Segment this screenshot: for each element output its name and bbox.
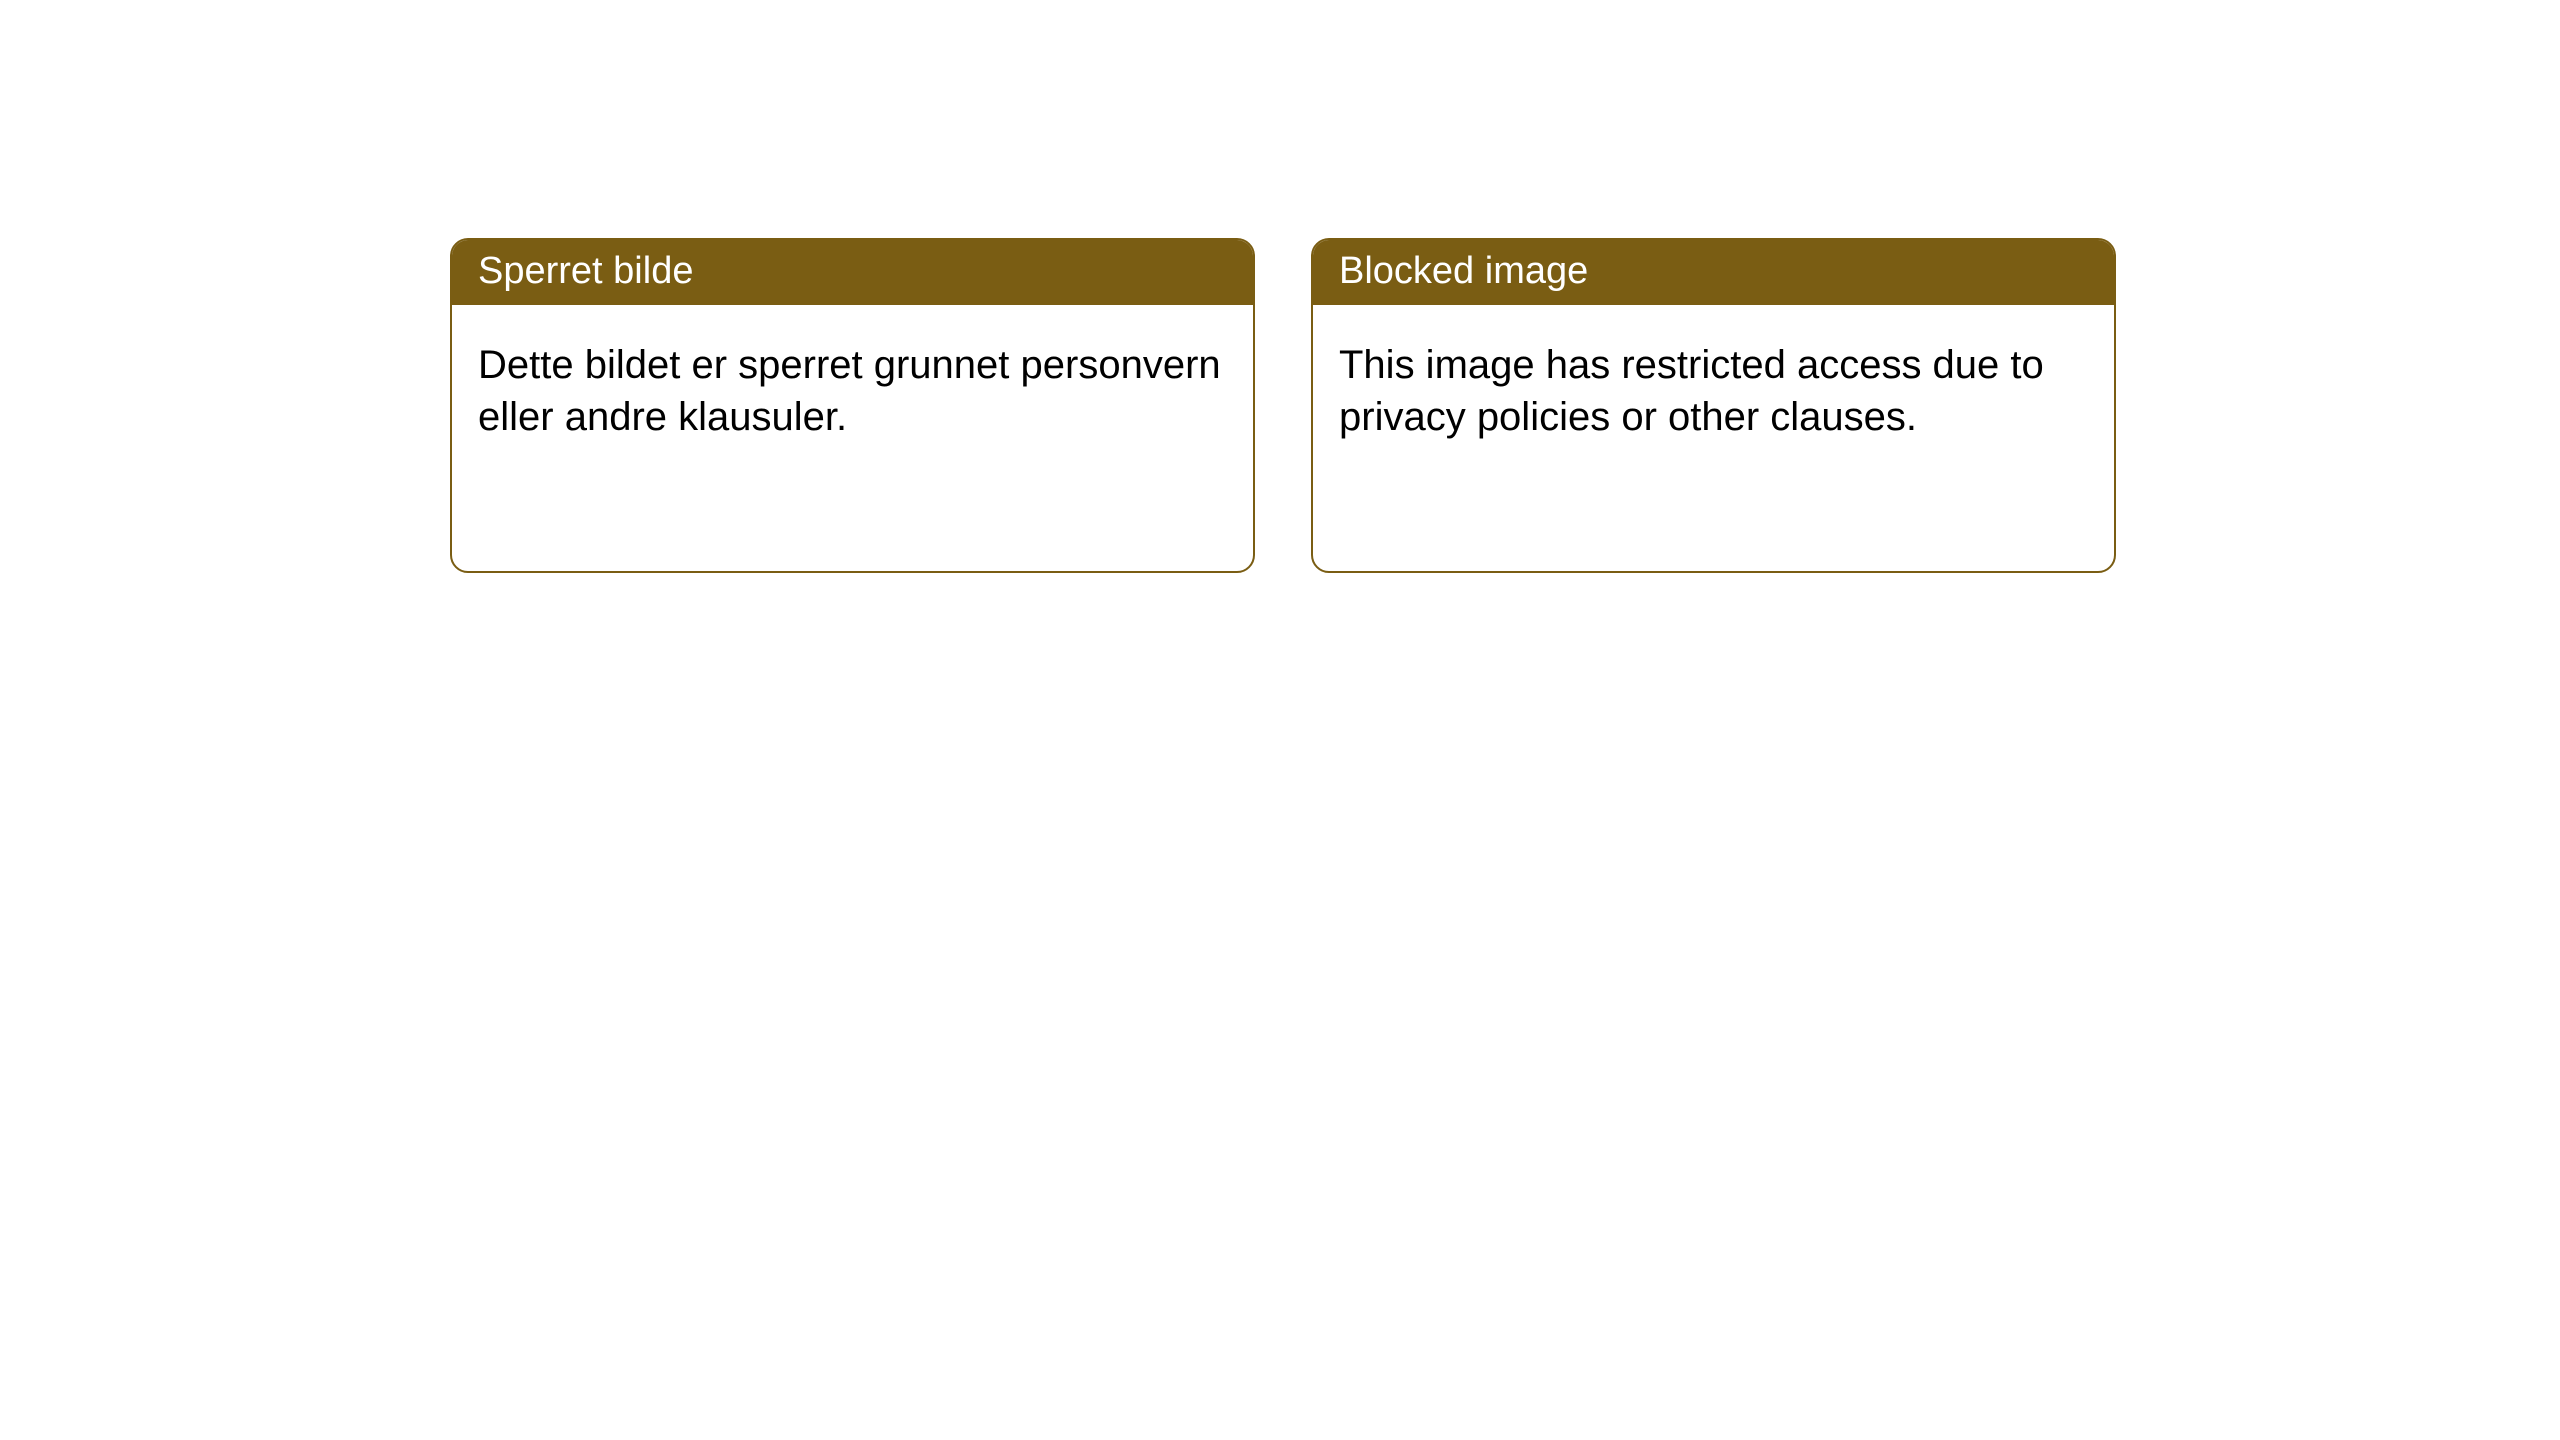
card-message: Dette bildet er sperret grunnet personve… — [478, 343, 1221, 439]
card-header: Sperret bilde — [452, 240, 1253, 305]
card-title: Sperret bilde — [478, 250, 693, 292]
card-body: This image has restricted access due to … — [1313, 305, 2114, 477]
notice-card-english: Blocked image This image has restricted … — [1311, 238, 2116, 573]
notice-container: Sperret bilde Dette bildet er sperret gr… — [0, 0, 2560, 573]
card-title: Blocked image — [1339, 250, 1588, 292]
card-header: Blocked image — [1313, 240, 2114, 305]
notice-card-norwegian: Sperret bilde Dette bildet er sperret gr… — [450, 238, 1255, 573]
card-message: This image has restricted access due to … — [1339, 343, 2044, 439]
card-body: Dette bildet er sperret grunnet personve… — [452, 305, 1253, 477]
